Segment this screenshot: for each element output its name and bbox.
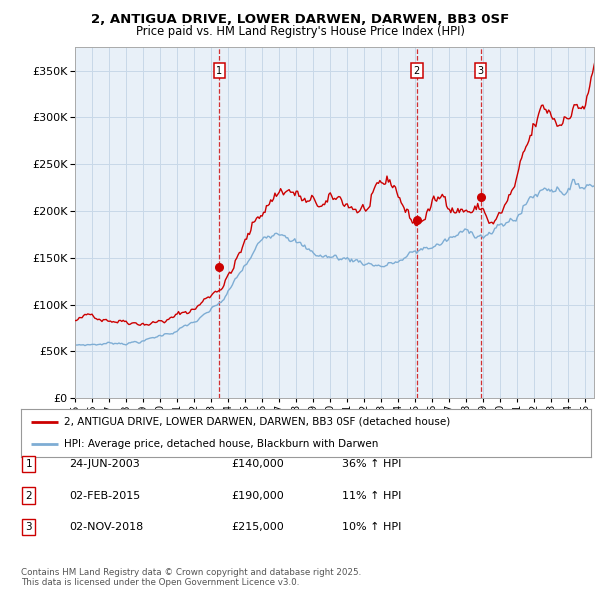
Text: 2: 2 [25,491,32,500]
Text: 3: 3 [478,65,484,76]
Text: £190,000: £190,000 [231,491,284,500]
Text: 2, ANTIGUA DRIVE, LOWER DARWEN, DARWEN, BB3 0SF (detached house): 2, ANTIGUA DRIVE, LOWER DARWEN, DARWEN, … [64,417,450,427]
Text: 24-JUN-2003: 24-JUN-2003 [69,460,140,469]
Text: Contains HM Land Registry data © Crown copyright and database right 2025.
This d: Contains HM Land Registry data © Crown c… [21,568,361,587]
Text: 36% ↑ HPI: 36% ↑ HPI [342,460,401,469]
Text: £215,000: £215,000 [231,522,284,532]
Text: 10% ↑ HPI: 10% ↑ HPI [342,522,401,532]
Text: Price paid vs. HM Land Registry's House Price Index (HPI): Price paid vs. HM Land Registry's House … [136,25,464,38]
Text: 3: 3 [25,522,32,532]
Text: 11% ↑ HPI: 11% ↑ HPI [342,491,401,500]
Text: 2, ANTIGUA DRIVE, LOWER DARWEN, DARWEN, BB3 0SF: 2, ANTIGUA DRIVE, LOWER DARWEN, DARWEN, … [91,13,509,26]
Text: 1: 1 [216,65,223,76]
Text: 02-NOV-2018: 02-NOV-2018 [69,522,143,532]
Text: £140,000: £140,000 [231,460,284,469]
Text: 2: 2 [413,65,420,76]
Text: 1: 1 [25,460,32,469]
Text: 02-FEB-2015: 02-FEB-2015 [69,491,140,500]
Text: HPI: Average price, detached house, Blackburn with Darwen: HPI: Average price, detached house, Blac… [64,439,378,449]
